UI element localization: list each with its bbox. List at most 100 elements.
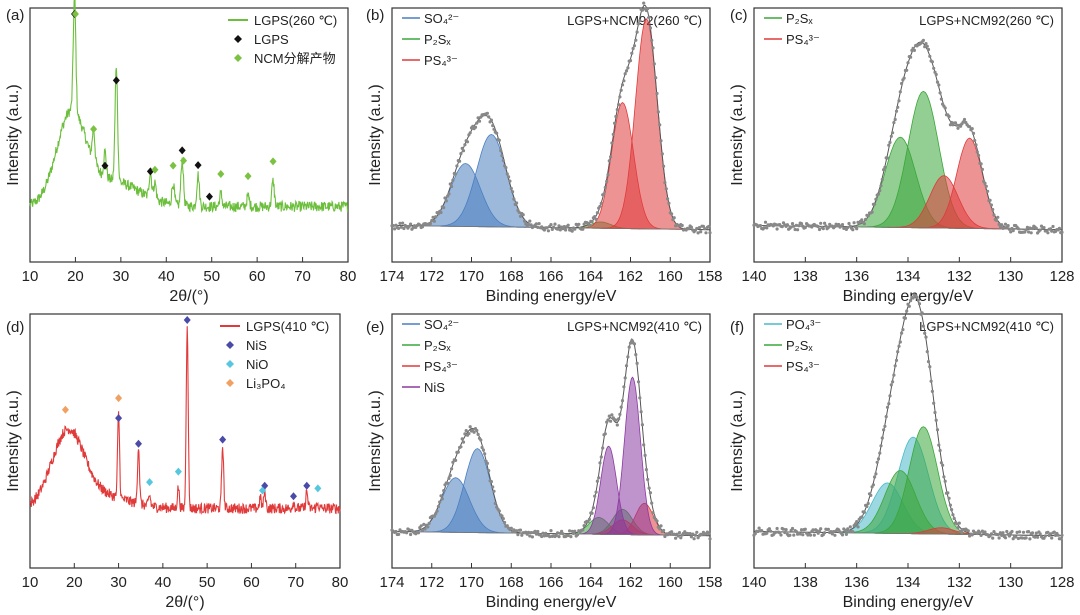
raw-data-point: [677, 531, 682, 535]
raw-data-point: [1003, 536, 1008, 540]
raw-data-point: [1000, 533, 1004, 538]
raw-data-point: [431, 215, 435, 219]
raw-data-point: [874, 472, 878, 476]
x-tick-label: 30: [113, 268, 130, 285]
raw-data-point: [481, 448, 485, 452]
raw-data-point: [889, 134, 893, 138]
x-tick-label: 164: [578, 268, 603, 285]
plot-frame: [29, 7, 349, 263]
raw-data-point: [961, 120, 965, 124]
raw-data-point: [894, 109, 899, 113]
raw-data-point: [883, 424, 887, 428]
raw-data-point: [888, 140, 892, 144]
raw-data-point: [439, 494, 443, 498]
raw-data-point: [930, 60, 935, 64]
raw-data-point: [832, 530, 836, 534]
raw-data-point: [1007, 534, 1012, 538]
raw-data-point: [405, 531, 409, 535]
legend-label: PO₄³⁻: [786, 317, 821, 332]
raw-data-point: [435, 509, 439, 513]
raw-data-point: [781, 527, 786, 531]
raw-data-point: [432, 219, 436, 223]
raw-data-point: [402, 226, 406, 231]
raw-data-point: [573, 227, 577, 231]
raw-data-point: [938, 91, 942, 95]
raw-data-point: [448, 473, 452, 478]
raw-data-point: [627, 345, 631, 349]
raw-data-point: [505, 524, 509, 528]
raw-data-point: [518, 214, 523, 218]
raw-data-point: [515, 529, 519, 533]
xrd-pattern: [29, 326, 341, 515]
raw-data-point: [476, 432, 480, 436]
raw-data-point: [480, 445, 484, 450]
raw-data-point: [558, 228, 562, 232]
raw-data-point: [638, 396, 642, 400]
raw-data-point: [398, 221, 402, 225]
raw-data-point: [984, 184, 988, 188]
raw-data-point: [847, 221, 851, 226]
raw-data-point: [892, 121, 896, 125]
raw-data-point: [909, 299, 913, 303]
raw-data-point: [691, 532, 695, 536]
raw-data-point: [959, 124, 963, 128]
x-tick-label: 136: [844, 268, 869, 285]
raw-data-point: [939, 461, 944, 465]
raw-data-point: [475, 121, 479, 125]
raw-data-point: [790, 526, 795, 531]
raw-data-point: [884, 415, 888, 419]
peak-marker: [290, 492, 297, 501]
raw-data-point: [869, 493, 873, 497]
raw-data-point: [426, 525, 430, 529]
raw-data-point: [946, 491, 950, 495]
raw-data-point: [615, 108, 619, 112]
raw-data-point: [929, 379, 933, 383]
raw-data-point: [663, 534, 667, 539]
raw-data-point: [517, 210, 521, 214]
raw-data-point: [662, 164, 666, 168]
raw-data-point: [491, 124, 495, 128]
raw-data-point: [620, 83, 625, 87]
raw-data-point: [1027, 230, 1031, 234]
raw-data-point: [569, 535, 573, 539]
raw-data-point: [992, 530, 996, 534]
raw-data-point: [762, 226, 766, 230]
raw-data-point: [656, 110, 660, 114]
raw-data-point: [536, 529, 540, 534]
x-tick-label: 128: [1049, 268, 1074, 285]
raw-data-point: [526, 223, 531, 227]
raw-data-point: [520, 533, 524, 537]
raw-data-point: [609, 419, 613, 423]
raw-data-point: [630, 51, 634, 55]
raw-data-point: [769, 529, 773, 533]
raw-data-point: [1060, 230, 1064, 234]
raw-data-point: [594, 217, 598, 221]
raw-data-point: [660, 152, 664, 156]
raw-data-point: [593, 494, 597, 498]
raw-data-point: [615, 423, 619, 427]
raw-data-point: [624, 69, 629, 73]
raw-data-point: [812, 533, 816, 537]
raw-data-point: [420, 225, 425, 229]
raw-data-point: [775, 526, 779, 531]
legend-label: NCM分解产物: [254, 51, 336, 66]
raw-data-point: [628, 59, 633, 63]
raw-data-point: [451, 460, 455, 464]
x-tick-label: 130: [998, 574, 1023, 591]
raw-data-point: [508, 179, 512, 183]
x-tick-label: 130: [998, 268, 1023, 285]
raw-data-point: [783, 530, 787, 535]
raw-data-point: [934, 418, 938, 422]
raw-data-point: [560, 529, 564, 533]
raw-data-point: [472, 430, 476, 434]
raw-data-point: [878, 188, 882, 193]
raw-data-point: [554, 533, 558, 538]
raw-data-point: [851, 228, 855, 232]
raw-data-point: [1001, 531, 1005, 535]
raw-data-point: [606, 173, 610, 177]
raw-data-point: [613, 121, 617, 125]
raw-data-point: [980, 167, 985, 171]
raw-data-point: [648, 491, 653, 495]
raw-data-point: [557, 224, 561, 228]
raw-data-point: [450, 184, 454, 189]
